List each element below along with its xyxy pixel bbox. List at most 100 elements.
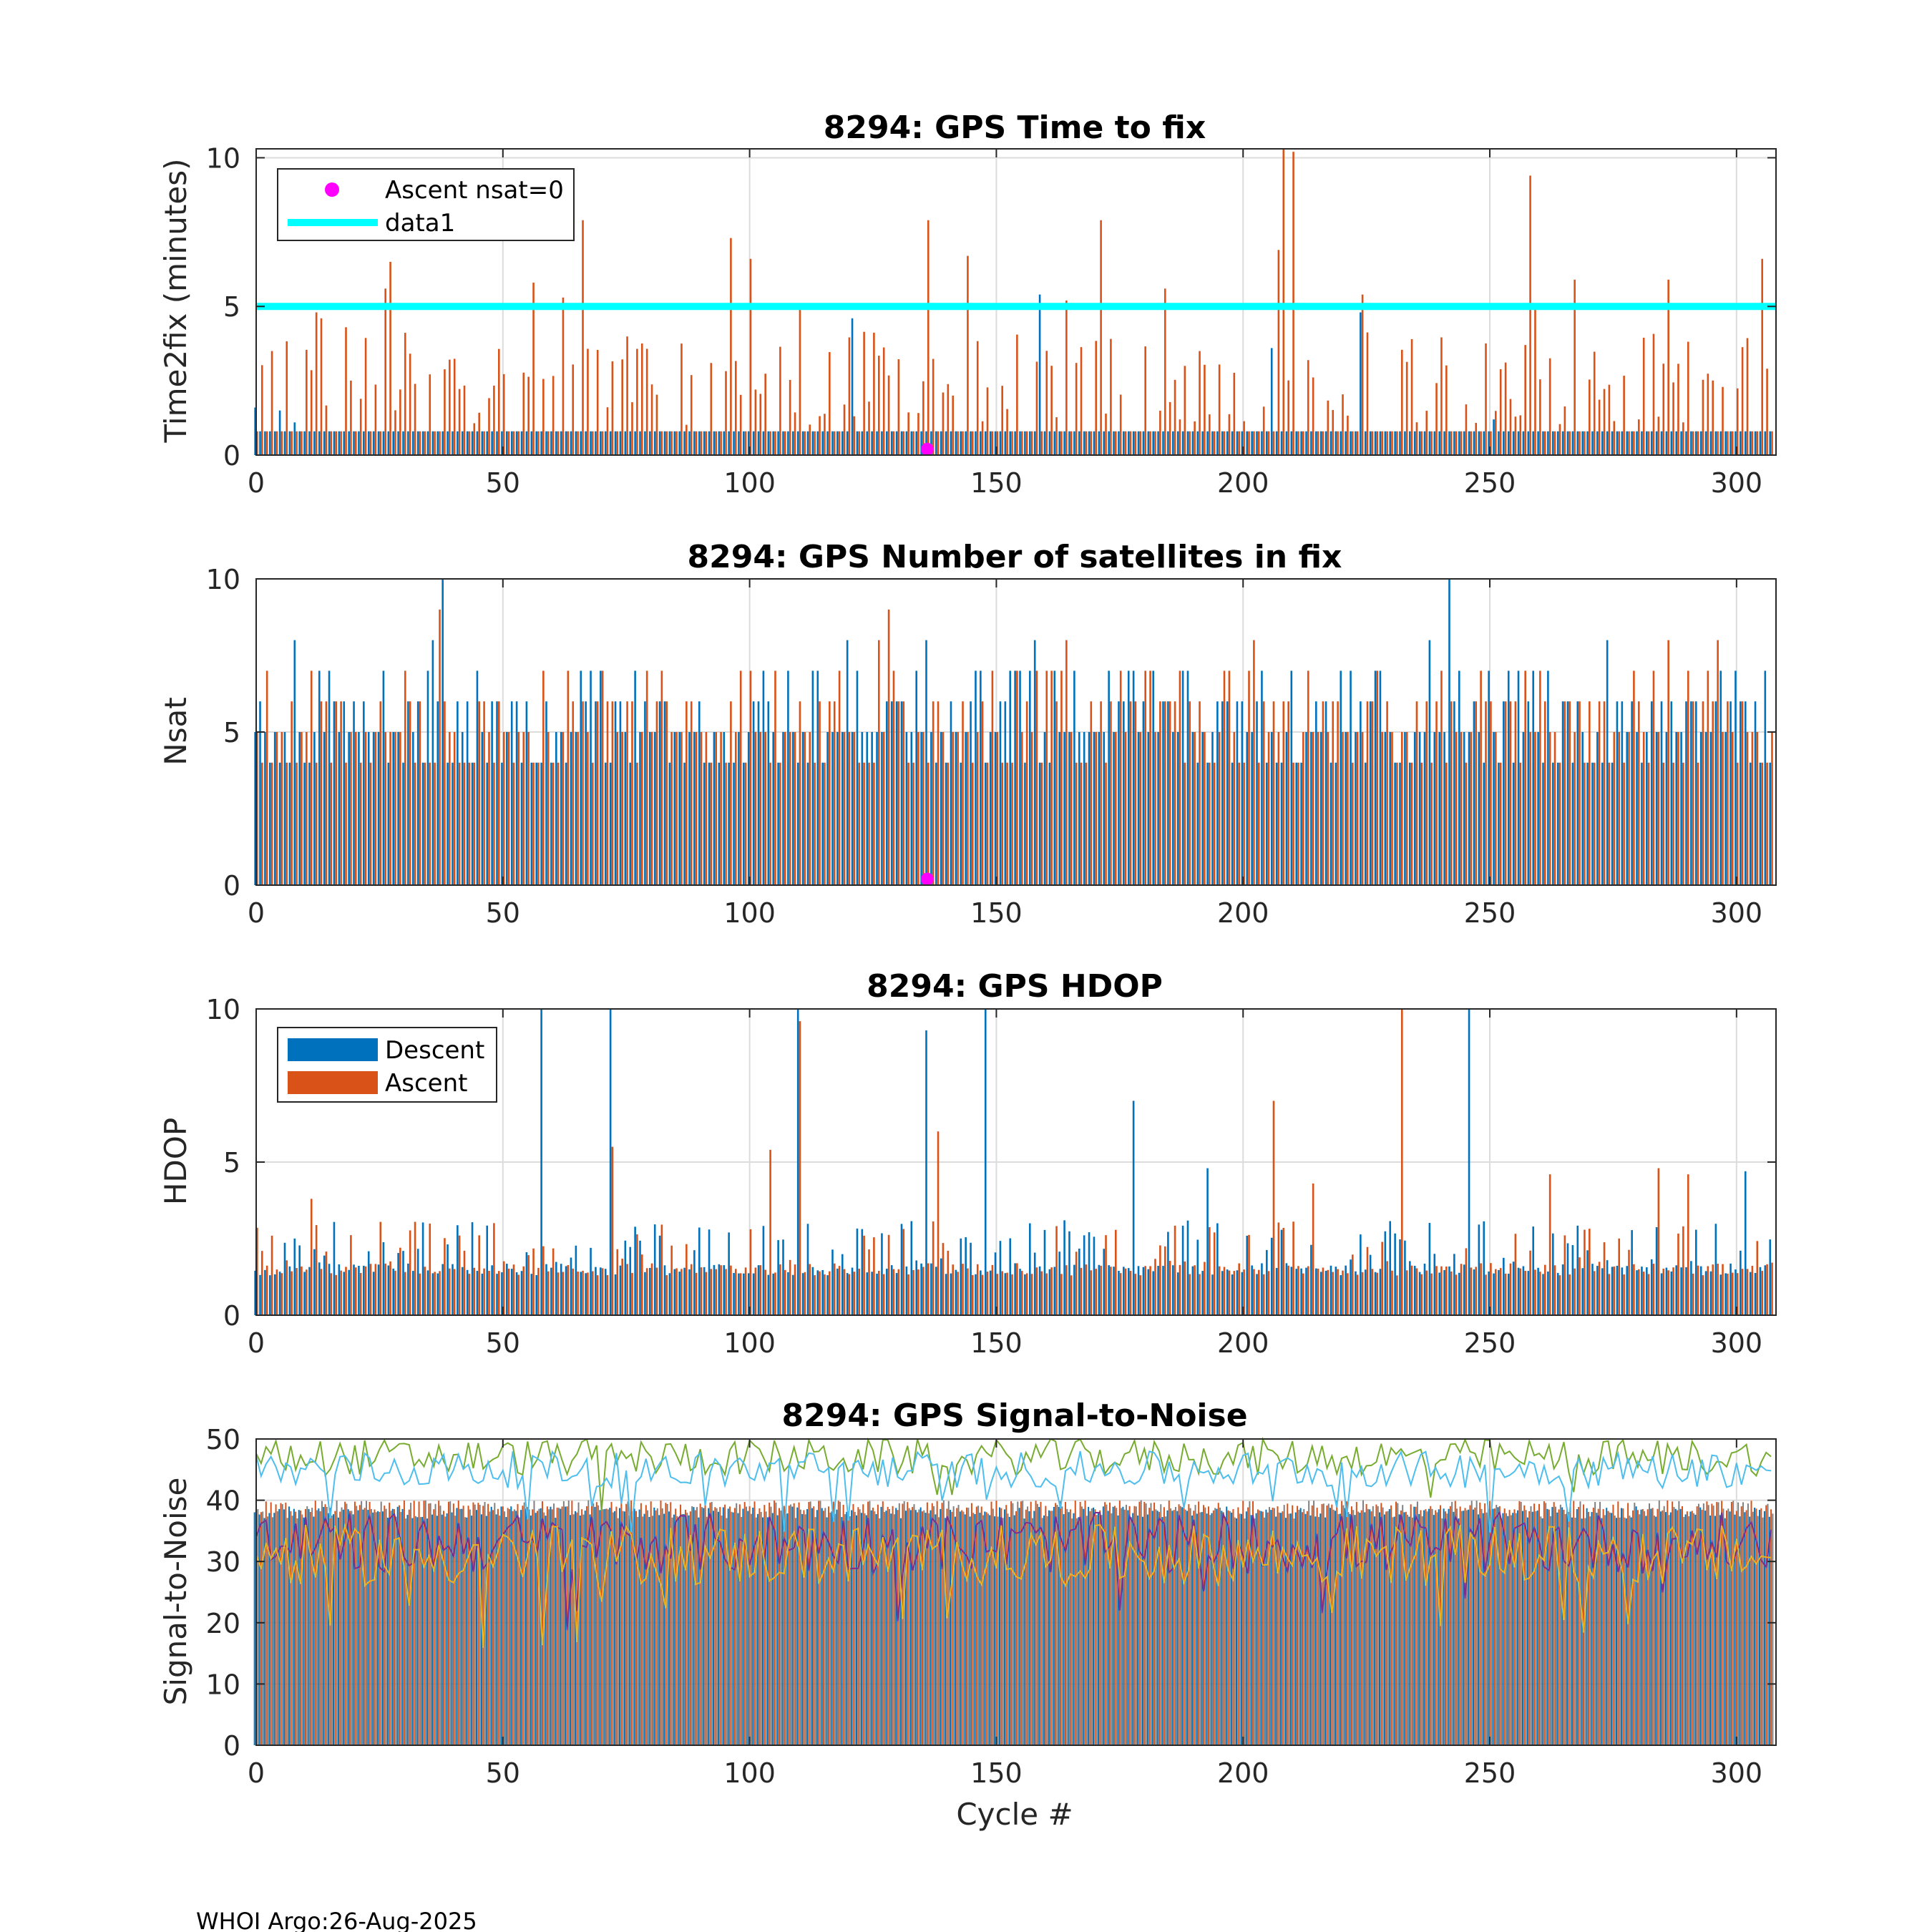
bar-ascent xyxy=(463,762,466,885)
snr-bar xyxy=(276,1511,278,1745)
bar-descent xyxy=(1127,670,1130,885)
x-tick-label: 50 xyxy=(486,897,520,929)
bar-ascent xyxy=(473,762,476,885)
bar-ascent xyxy=(730,701,732,885)
bar-ascent xyxy=(1277,1222,1280,1315)
snr-bar xyxy=(265,1501,267,1745)
bar-ascent xyxy=(1218,364,1221,455)
bar-ascent xyxy=(374,732,377,885)
snr-bar xyxy=(1349,1513,1351,1745)
snr-bar xyxy=(571,1501,573,1745)
bar-ascent xyxy=(1647,431,1650,455)
bar-descent xyxy=(1048,431,1051,455)
bar-ascent xyxy=(650,384,653,455)
snr-bar xyxy=(609,1508,611,1745)
bar-ascent xyxy=(1213,762,1216,885)
bar-descent xyxy=(530,1274,533,1315)
snr-bar xyxy=(808,1502,810,1745)
snr-bar xyxy=(719,1507,721,1745)
bar-descent xyxy=(1423,1263,1426,1315)
snr-bar xyxy=(1696,1506,1698,1745)
x-tick-label: 300 xyxy=(1711,1327,1763,1359)
snr-bar xyxy=(821,1508,823,1745)
bar-descent xyxy=(1088,732,1091,885)
bar-descent xyxy=(1749,1272,1752,1315)
bar-ascent xyxy=(601,431,604,455)
bar-descent xyxy=(506,431,508,455)
bar-ascent xyxy=(1440,670,1443,885)
snr-bar xyxy=(1043,1515,1045,1745)
bar-ascent xyxy=(739,1273,742,1315)
bar-ascent xyxy=(1361,732,1364,885)
bar-descent xyxy=(1053,431,1056,455)
bar-descent xyxy=(1355,732,1357,885)
snr-bar xyxy=(1214,1508,1216,1745)
snr-bar xyxy=(716,1508,718,1745)
bar-ascent xyxy=(315,1225,318,1315)
snr-bar xyxy=(1027,1506,1029,1745)
y-axis-label: HDOP xyxy=(158,1118,193,1205)
bar-descent xyxy=(1246,1235,1249,1315)
snr-bar xyxy=(1166,1510,1169,1745)
bar-ascent xyxy=(1534,732,1536,885)
bar-descent xyxy=(1374,431,1377,455)
bar-descent xyxy=(703,762,706,885)
bar-descent xyxy=(1759,431,1762,455)
bar-descent xyxy=(308,762,311,885)
snr-bar xyxy=(1053,1506,1055,1745)
snr-bar xyxy=(1444,1511,1446,1745)
bar-descent xyxy=(1704,431,1707,455)
bar-ascent xyxy=(301,431,303,455)
snr-bar xyxy=(517,1503,519,1745)
bar-ascent xyxy=(1001,1271,1003,1315)
snr-bar xyxy=(1080,1506,1083,1745)
bar-ascent xyxy=(439,431,441,455)
bar-descent xyxy=(471,762,474,885)
bar-ascent xyxy=(1425,1270,1428,1315)
snr-bar xyxy=(1719,1515,1721,1745)
bar-descent xyxy=(619,431,622,455)
snr-bar xyxy=(753,1501,756,1745)
bar-ascent xyxy=(1677,732,1679,885)
axes-frame xyxy=(255,148,1777,456)
bar-descent xyxy=(915,1260,917,1315)
bar-ascent xyxy=(1174,1225,1176,1315)
snr-bar xyxy=(619,1508,621,1745)
snr-bar xyxy=(788,1506,790,1745)
bar-descent xyxy=(1601,762,1604,885)
bar-ascent xyxy=(449,359,451,455)
snr-bar xyxy=(1693,1513,1695,1745)
bar-ascent xyxy=(1386,701,1388,885)
snr-bar xyxy=(1002,1518,1004,1745)
bar-descent xyxy=(481,431,484,455)
bar-ascent xyxy=(848,732,851,885)
bar-ascent xyxy=(537,1267,540,1315)
bar-ascent xyxy=(1485,1274,1487,1315)
bar-ascent xyxy=(537,431,540,455)
bar-descent xyxy=(1324,1270,1327,1315)
bar-descent xyxy=(407,1263,409,1315)
bar-descent xyxy=(658,1235,661,1315)
bar-descent xyxy=(1389,1221,1392,1315)
bar-ascent xyxy=(1420,762,1423,885)
bar-descent xyxy=(1409,1261,1411,1315)
bar-ascent xyxy=(611,1146,614,1315)
bar-descent xyxy=(796,431,799,455)
snr-bar xyxy=(1407,1514,1409,1745)
bar-ascent xyxy=(512,1264,515,1315)
bar-ascent xyxy=(1499,1268,1502,1315)
bar-ascent xyxy=(1687,670,1689,885)
bar-ascent xyxy=(1149,431,1151,455)
bar-ascent xyxy=(1317,431,1319,455)
bar-ascent xyxy=(1011,431,1013,455)
snr-bar xyxy=(1097,1512,1099,1745)
snr-bar xyxy=(1468,1509,1470,1745)
bar-ascent xyxy=(843,732,846,885)
snr-bar xyxy=(592,1503,595,1745)
bar-ascent xyxy=(991,670,994,885)
bar-ascent xyxy=(843,404,846,455)
bar-descent xyxy=(841,431,844,455)
snr-bar xyxy=(1198,1501,1200,1745)
bar-descent xyxy=(1058,1252,1060,1315)
bar-ascent xyxy=(710,1269,713,1315)
